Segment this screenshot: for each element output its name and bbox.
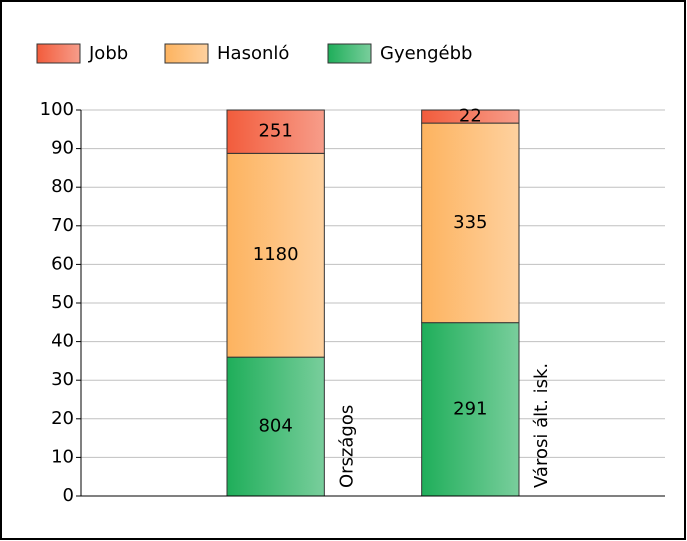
data-label: 22 xyxy=(459,106,482,127)
x-tick-label: Városi ált. isk. xyxy=(531,363,552,488)
y-tick-label: 60 xyxy=(51,253,74,274)
legend-swatch xyxy=(36,43,81,64)
legend-swatch xyxy=(164,43,209,64)
y-tick-label: 10 xyxy=(51,446,74,467)
data-label: 335 xyxy=(453,212,487,233)
data-label: 251 xyxy=(258,121,292,142)
legend-label: Jobb xyxy=(88,43,128,64)
legend-label: Gyengébb xyxy=(380,43,472,64)
bar-segment xyxy=(421,109,520,124)
legend-swatch xyxy=(327,43,372,64)
y-tick-label: 70 xyxy=(51,215,74,236)
y-tick-label: 80 xyxy=(51,176,74,197)
data-label: 1180 xyxy=(253,244,299,265)
y-tick-label: 20 xyxy=(51,408,74,429)
y-tick-label: 100 xyxy=(40,99,74,120)
y-tick-label: 50 xyxy=(51,292,74,313)
bar-segment xyxy=(421,122,520,324)
y-tick-label: 30 xyxy=(51,369,74,390)
y-tick-label: 90 xyxy=(51,138,74,159)
bar-segment xyxy=(421,322,520,497)
y-tick-label: 40 xyxy=(51,331,74,352)
x-tick-label: Országos xyxy=(336,405,357,488)
data-label: 291 xyxy=(453,398,487,419)
data-label: 804 xyxy=(258,416,292,437)
bar-segment xyxy=(226,152,325,358)
y-tick-label: 0 xyxy=(63,485,74,506)
legend-label: Hasonló xyxy=(217,43,289,64)
bar-segment xyxy=(226,109,325,154)
